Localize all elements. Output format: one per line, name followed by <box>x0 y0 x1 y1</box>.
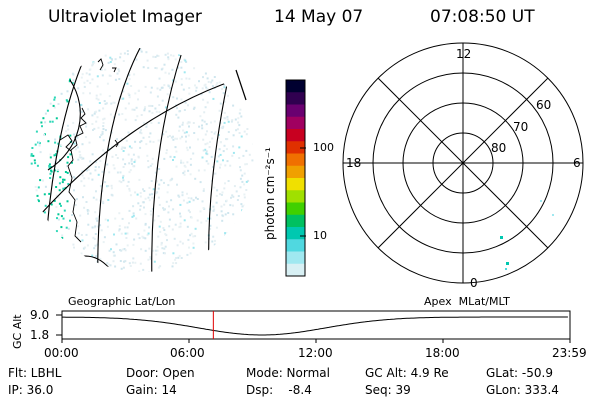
status-dsp: Dsp: -8.4 <box>246 383 312 397</box>
status-ip: IP: 36.0 <box>8 383 54 397</box>
status-seq: Seq: 39 <box>365 383 411 397</box>
status-door: Door: Open <box>126 366 195 380</box>
mlt-label-0: 0 <box>470 276 478 290</box>
altitude-curve <box>62 316 568 336</box>
status-glon: GLon: 333.4 <box>486 383 559 397</box>
polar-plot <box>342 42 584 284</box>
orbit-x-tick: 06:00 <box>170 346 205 360</box>
uv-image-disk <box>30 48 254 272</box>
orbit-plot <box>56 310 571 343</box>
orbit-x-tick: 12:00 <box>298 346 333 360</box>
colorbar-tick-10: 10 <box>313 229 327 242</box>
colorbar-segment <box>286 129 305 142</box>
time-label: 07:08:50 UT <box>430 7 535 27</box>
colorbar-frame <box>285 79 306 277</box>
orbit-left-title: Geographic Lat/Lon <box>68 295 176 308</box>
mlt-label-6: 6 <box>573 156 581 170</box>
colorbar-unit-label: photon cm⁻²s⁻¹ <box>263 147 277 240</box>
status-mode: Mode: Normal <box>246 366 330 380</box>
orbit-y-tick-max: 9.0 <box>30 308 50 322</box>
colorbar-segment <box>286 178 305 191</box>
orbit-x-tick: 00:00 <box>44 346 79 360</box>
colorbar-segment <box>286 141 305 154</box>
status-gain: Gain: 14 <box>126 383 177 397</box>
orbit-y-tick-min: 1.8 <box>30 328 50 342</box>
orbit-x-tick: 18:00 <box>425 346 460 360</box>
colorbar-segment <box>286 227 305 240</box>
colorbar-segment <box>286 80 305 93</box>
colorbar-segment <box>286 165 305 179</box>
orbit-x-tick: 23:59 <box>552 346 587 360</box>
colorbar-tick-100: 100 <box>313 141 334 154</box>
colorbar-segment <box>286 190 305 203</box>
lat-label-80: 80 <box>491 141 507 155</box>
orbit-x-ticks <box>61 339 571 343</box>
color-scale-bar <box>285 79 306 277</box>
colorbar-segment <box>286 214 305 228</box>
colorbar-ticks <box>300 147 306 237</box>
colorbar-segment <box>286 263 305 277</box>
coastline <box>59 58 119 243</box>
lat-label-60: 60 <box>536 98 552 112</box>
colorbar-segment <box>286 116 305 130</box>
date-label: 14 May 07 <box>274 7 364 27</box>
status-glat: GLat: -50.9 <box>486 366 553 380</box>
status-filter: Flt: LBHL <box>8 366 62 380</box>
mlt-label-12: 12 <box>456 47 472 61</box>
status-gc-alt: GC Alt: 4.9 Re <box>365 366 449 380</box>
colorbar-segment <box>286 92 305 105</box>
lat-label-70: 70 <box>513 120 529 134</box>
orbit-y-axis-label: GC Alt <box>11 314 24 349</box>
colorbar-segment <box>286 251 305 265</box>
colorbar-segment <box>286 153 305 167</box>
instrument-title: Ultraviolet Imager <box>48 7 202 27</box>
orbit-right-title: Apex MLat/MLT <box>424 295 510 308</box>
colorbar-segment <box>286 104 305 118</box>
limb-tick <box>235 69 247 101</box>
mlt-label-18: 18 <box>346 156 362 170</box>
aurora-emission-speckles <box>30 48 254 272</box>
colorbar-segment <box>286 202 305 216</box>
colorbar-segment <box>286 239 305 252</box>
